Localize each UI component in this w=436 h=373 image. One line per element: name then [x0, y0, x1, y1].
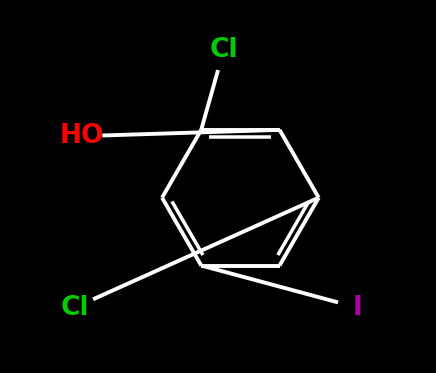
- Text: Cl: Cl: [60, 295, 89, 321]
- Text: I: I: [353, 295, 363, 321]
- Text: Cl: Cl: [209, 37, 238, 63]
- Text: HO: HO: [60, 123, 104, 149]
